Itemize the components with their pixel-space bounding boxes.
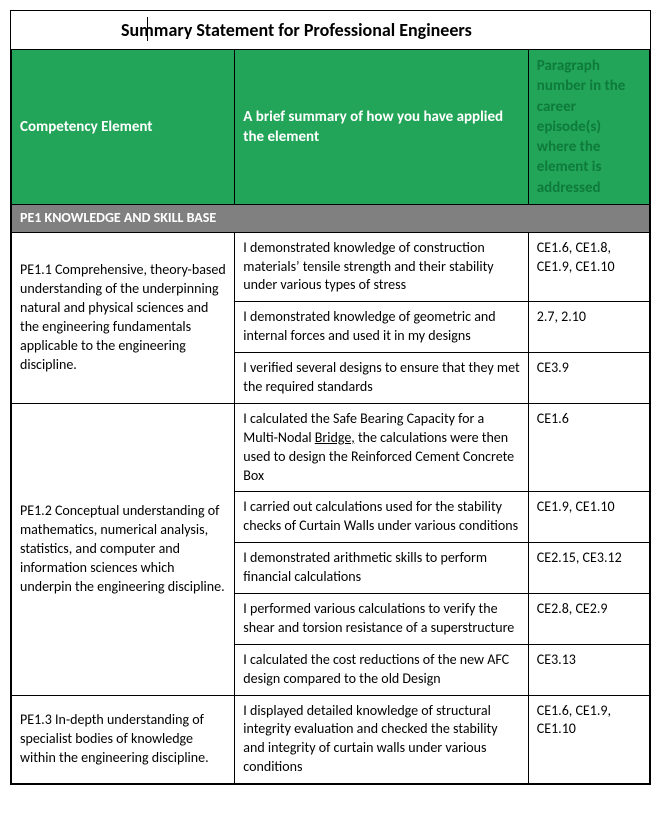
paragraph-cell: CE1.6 <box>528 403 649 492</box>
summary-cell: I demonstrated knowledge of construction… <box>235 232 528 302</box>
competency-cell: PE1.3 In-depth understanding of speciali… <box>12 695 235 784</box>
table-row: PE1.2 Conceptual understanding of mathem… <box>12 403 650 492</box>
summary-cell: I calculated the cost reductions of the … <box>235 644 528 695</box>
summary-cell: I calculated the Safe Bearing Capacity f… <box>235 403 528 492</box>
summary-cell: I performed various calculations to veri… <box>235 594 528 645</box>
doc-title-wrap: Summary Statement for Professional Engin… <box>11 11 650 49</box>
section-row: PE1 KNOWLEDGE AND SKILL BASE <box>12 204 650 232</box>
col-header-competency: Competency Element <box>12 50 235 205</box>
paragraph-cell: CE2.8, CE2.9 <box>528 594 649 645</box>
summary-cell: I demonstrated knowledge of geometric an… <box>235 302 528 353</box>
paragraph-cell: 2.7, 2.10 <box>528 302 649 353</box>
paragraph-cell: CE1.6, CE1.9, CE1.10 <box>528 695 649 784</box>
summary-cell: I carried out calculations used for the … <box>235 492 528 543</box>
document-container: Summary Statement for Professional Engin… <box>10 10 651 785</box>
table-header-row: Competency Element A brief summary of ho… <box>12 50 650 205</box>
summary-cell: I displayed detailed knowledge of struct… <box>235 695 528 784</box>
table-row: PE1.3 In-depth understanding of speciali… <box>12 695 650 784</box>
competency-cell: PE1.2 Conceptual understanding of mathem… <box>12 403 235 695</box>
table-row: PE1.1 Comprehensive, theory-based unders… <box>12 232 650 302</box>
section-heading: PE1 KNOWLEDGE AND SKILL BASE <box>12 204 650 232</box>
paragraph-cell: CE3.9 <box>528 353 649 404</box>
paragraph-cell: CE2.15, CE3.12 <box>528 543 649 594</box>
doc-title: Summary Statement for Professional Engin… <box>121 19 472 41</box>
summary-table: Competency Element A brief summary of ho… <box>11 49 650 784</box>
col-header-paragraph: Paragraph number in the career episode(s… <box>528 50 649 205</box>
cursor-indicator <box>147 17 148 41</box>
summary-bridge-underline: Bridge, <box>315 429 355 446</box>
summary-cell: I demonstrated arithmetic skills to perf… <box>235 543 528 594</box>
summary-cell: I verified several designs to ensure tha… <box>235 353 528 404</box>
col-header-summary: A brief summary of how you have applied … <box>235 50 528 205</box>
paragraph-cell: CE3.13 <box>528 644 649 695</box>
paragraph-cell: CE1.9, CE1.10 <box>528 492 649 543</box>
competency-cell: PE1.1 Comprehensive, theory-based unders… <box>12 232 235 403</box>
paragraph-cell: CE1.6, CE1.8, CE1.9, CE1.10 <box>528 232 649 302</box>
